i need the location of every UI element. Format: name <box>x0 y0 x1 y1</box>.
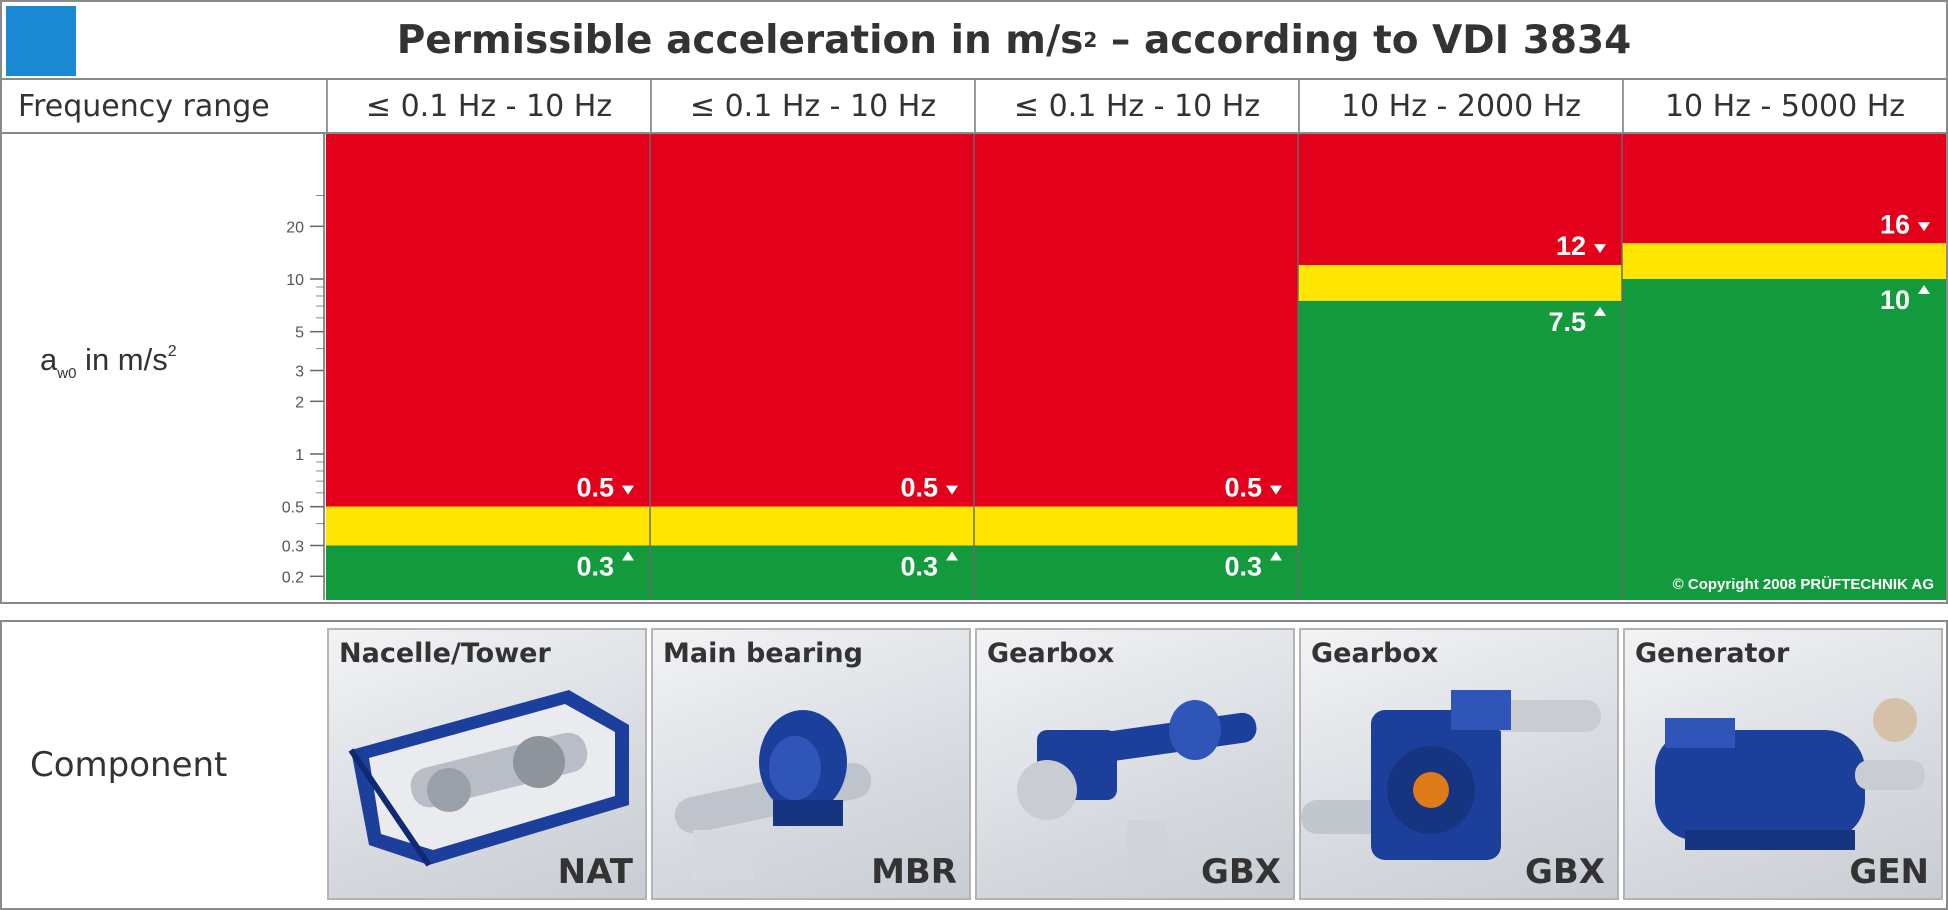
frequency-range-4: 10 Hz - 2000 Hz <box>1298 80 1622 132</box>
component-code: GBX <box>1524 852 1605 892</box>
down-marker <box>1270 485 1282 495</box>
yellow-zone-4 <box>1298 265 1622 301</box>
chart-title: Permissible acceleration in m/s 2 – accor… <box>396 17 1632 63</box>
frequency-row: Frequency range ≤ 0.1 Hz - 10 Hz ≤ 0.1 H… <box>2 80 1946 134</box>
component-code: GEN <box>1849 852 1929 892</box>
green-zone-4 <box>1298 300 1622 600</box>
title-suffix: – according to VDI 3834 <box>1097 17 1632 63</box>
lower-limit-label: 10 <box>1880 285 1910 315</box>
yellow-zone-5 <box>1622 243 1946 279</box>
up-marker <box>1918 285 1930 294</box>
y-tick-label: 1 <box>295 447 304 464</box>
frequency-range-3: ≤ 0.1 Hz - 10 Hz <box>974 80 1298 132</box>
y-tick-label: 5 <box>295 325 304 342</box>
component-name: Main bearing <box>663 638 863 669</box>
green-zone-1 <box>326 545 650 600</box>
component-name: Nacelle/Tower <box>339 638 551 669</box>
component-code: MBR <box>871 852 957 892</box>
lower-limit-label: 7.5 <box>1548 307 1586 337</box>
component-card-nacelle: Nacelle/Tower NAT <box>327 628 647 900</box>
component-card-main-bearing: Main bearing MBR <box>651 628 971 900</box>
component-name: Gearbox <box>1311 638 1439 669</box>
upper-limit-label: 16 <box>1880 209 1910 239</box>
upper-limit-label: 12 <box>1556 231 1586 261</box>
value-labels: 0.5 0.3 0.5 0.3 0.5 0.3 12 7.5 16 10 <box>576 209 1930 582</box>
gearbox-illustration <box>1017 700 1257 880</box>
red-zone-5 <box>1622 134 1946 244</box>
yellow-zone-3 <box>974 506 1298 546</box>
component-card-gearbox-1: Gearbox GBX <box>975 628 1295 900</box>
down-marker <box>1918 222 1930 232</box>
upper-limit-label: 0.5 <box>1224 473 1262 503</box>
title-main: Permissible acceleration in m/s <box>396 17 1084 63</box>
green-zone-5 <box>1622 279 1946 600</box>
chart-panel: Permissible acceleration in m/s 2 – accor… <box>0 0 1948 604</box>
y-tick-label: 0.2 <box>282 569 304 586</box>
y-axis: 0.2 0.3 0.5 1 2 3 5 10 20 <box>282 134 325 600</box>
frequency-range-label: Frequency range <box>18 88 270 124</box>
lower-limit-label: 0.3 <box>900 552 938 582</box>
y-axis-label: aw0 in m/s2 <box>40 342 177 382</box>
main-bearing-illustration <box>674 710 872 880</box>
component-label: Component <box>30 745 228 785</box>
title-bar: Permissible acceleration in m/s 2 – accor… <box>2 2 1946 80</box>
up-marker <box>1594 306 1606 316</box>
frequency-range-5: 10 Hz - 5000 Hz <box>1622 80 1946 132</box>
lower-limit-label: 0.3 <box>576 552 614 582</box>
copyright-note: © Copyright 2008 PRÜFTECHNIK AG <box>1673 576 1934 593</box>
down-marker <box>622 485 634 495</box>
component-panel: Component Nacelle/Tower NAT Main bearing… <box>0 620 1948 910</box>
red-zone-3 <box>974 134 1298 507</box>
frequency-range-2: ≤ 0.1 Hz - 10 Hz <box>650 80 974 132</box>
up-marker <box>946 551 958 561</box>
gearbox-illustration <box>1301 690 1601 860</box>
red-zone-2 <box>650 134 974 507</box>
yellow-zone-1 <box>326 506 650 546</box>
y-tick-label: 0.3 <box>282 539 304 556</box>
generator-illustration <box>1655 698 1925 850</box>
component-name: Generator <box>1635 638 1790 669</box>
yellow-zone-2 <box>650 506 974 546</box>
component-code: NAT <box>557 852 633 892</box>
upper-limit-label: 0.5 <box>900 473 938 503</box>
lower-limit-label: 0.3 <box>1224 552 1262 582</box>
red-zone-1 <box>326 134 650 507</box>
green-zone-3 <box>974 545 1298 600</box>
y-tick-label: 10 <box>286 272 304 289</box>
down-marker <box>946 485 958 495</box>
y-tick-label: 2 <box>295 394 304 411</box>
up-marker <box>622 551 634 561</box>
nacelle-illustration <box>348 690 629 867</box>
component-card-gearbox-2: Gearbox GBX <box>1299 628 1619 900</box>
zone-bars <box>326 134 1946 600</box>
red-zone-4 <box>1298 134 1622 266</box>
y-tick-label: 3 <box>295 364 304 381</box>
component-code: GBX <box>1200 852 1281 892</box>
accent-square <box>6 6 76 76</box>
component-name: Gearbox <box>987 638 1115 669</box>
y-tick-label: 0.5 <box>282 500 304 517</box>
frequency-range-1: ≤ 0.1 Hz - 10 Hz <box>326 80 650 132</box>
down-marker <box>1594 244 1606 254</box>
upper-limit-label: 0.5 <box>576 473 614 503</box>
y-tick-label: 20 <box>286 219 304 236</box>
green-zone-2 <box>650 545 974 600</box>
component-card-generator: Generator GEN <box>1623 628 1943 900</box>
up-marker <box>1270 551 1282 561</box>
